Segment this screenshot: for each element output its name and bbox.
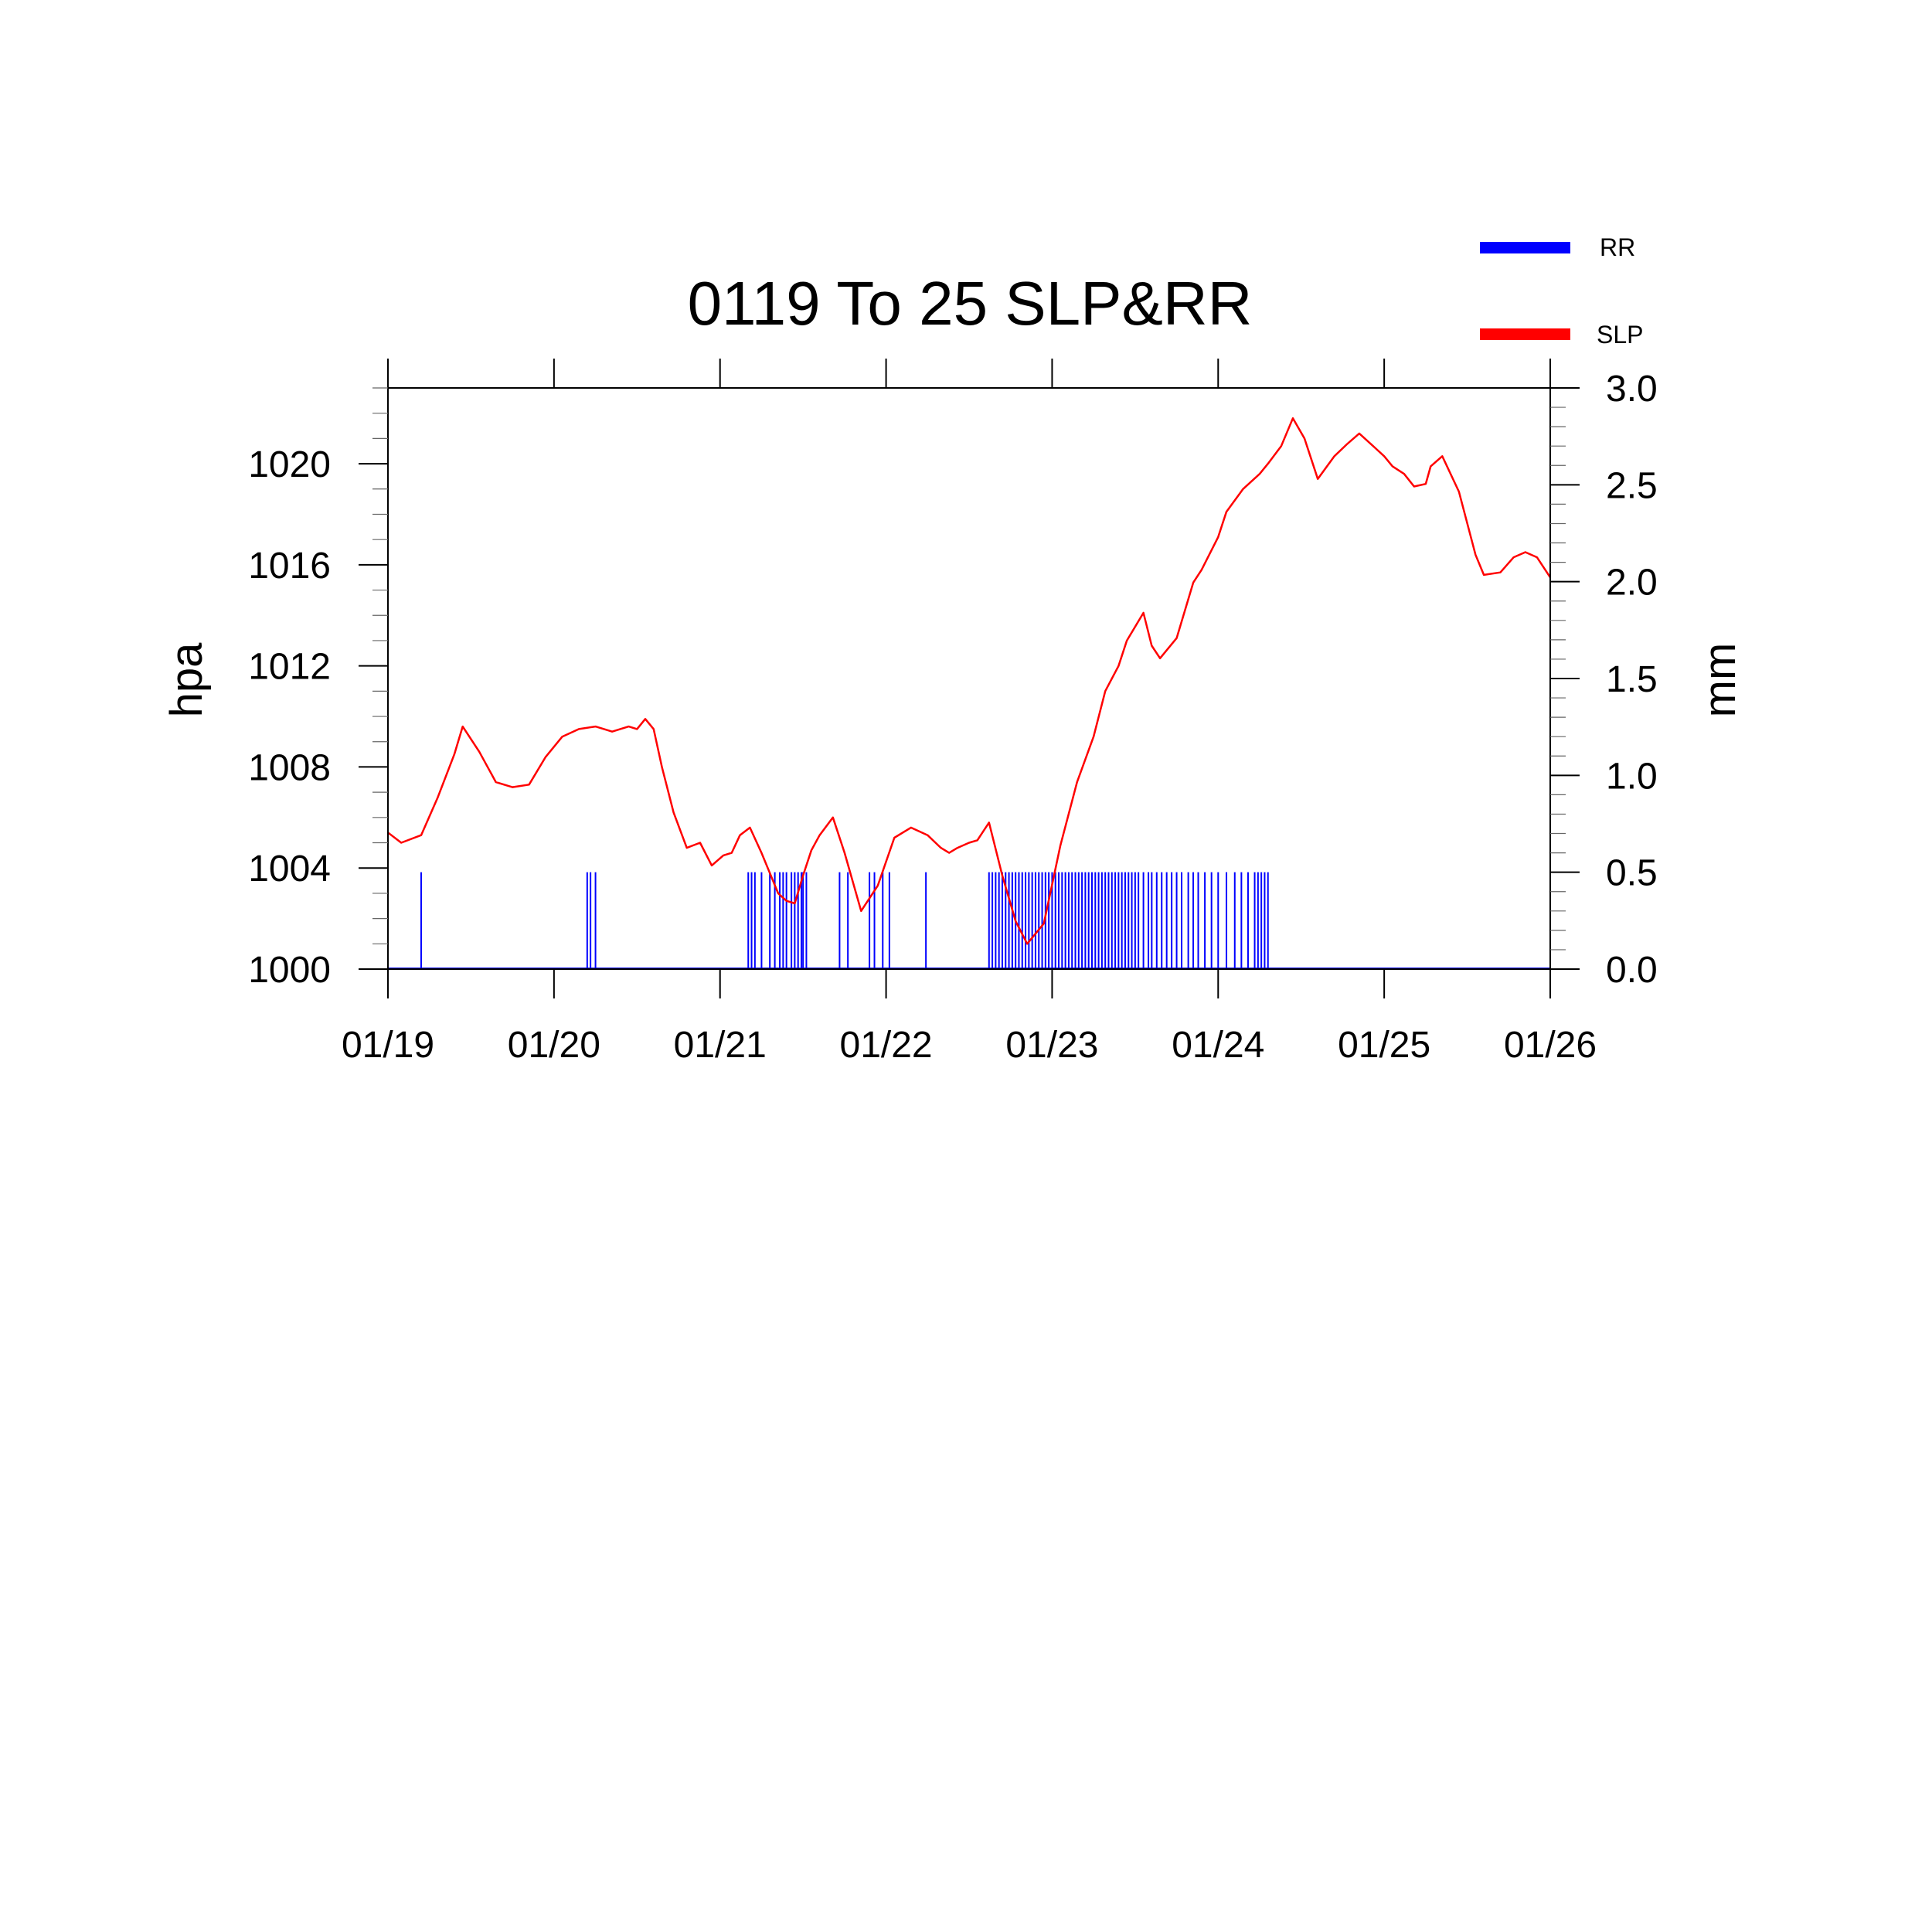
y-right-tick-label: 0.5 xyxy=(1606,853,1658,894)
y-left-tick-label: 1012 xyxy=(248,647,331,688)
y-right-tick-label: 1.0 xyxy=(1606,756,1658,797)
y-left-tick-label: 1008 xyxy=(248,747,331,788)
legend-label-slp: SLP xyxy=(1597,321,1643,349)
chart-title: 0119 To 25 SLP&RR xyxy=(688,269,1253,338)
y-right-tick-label: 3.0 xyxy=(1606,369,1658,410)
y-right-tick-label: 2.0 xyxy=(1606,563,1658,604)
plot-area: 01/19 01/20 01/21 01/22 01/23 01/24 01/25 01/26… xyxy=(248,359,1658,1066)
legend-swatch-slp xyxy=(1480,328,1570,340)
x-tick-label: 01/21 xyxy=(674,1025,767,1066)
slp-line xyxy=(387,417,1552,945)
y-axis-label-left: hpa xyxy=(162,642,212,718)
y-left-tick-label: 1020 xyxy=(248,444,331,485)
legend-swatch-rr xyxy=(1480,242,1570,253)
y-left-tick-label: 1016 xyxy=(248,546,331,587)
y-left-tick-label: 1004 xyxy=(248,849,331,889)
x-tick-label: 01/22 xyxy=(840,1025,933,1066)
x-tick-label: 01/25 xyxy=(1338,1025,1430,1066)
x-tick-label: 01/24 xyxy=(1172,1025,1264,1066)
y-right-tick-label: 1.5 xyxy=(1606,659,1658,700)
y-left-tick-label: 1000 xyxy=(248,950,331,991)
y-right-tick-label: 0.0 xyxy=(1606,950,1658,991)
x-tick-label: 01/23 xyxy=(1005,1025,1098,1066)
y-axis-label-right: mm xyxy=(1695,643,1745,718)
y-right-tick-label: 2.5 xyxy=(1606,465,1658,506)
x-tick-label: 01/19 xyxy=(342,1025,434,1066)
x-tick-label: 01/20 xyxy=(508,1025,600,1066)
legend: RR SLP xyxy=(1480,233,1643,349)
x-tick-label: 01/26 xyxy=(1504,1025,1597,1066)
legend-label-rr: RR xyxy=(1600,233,1635,261)
